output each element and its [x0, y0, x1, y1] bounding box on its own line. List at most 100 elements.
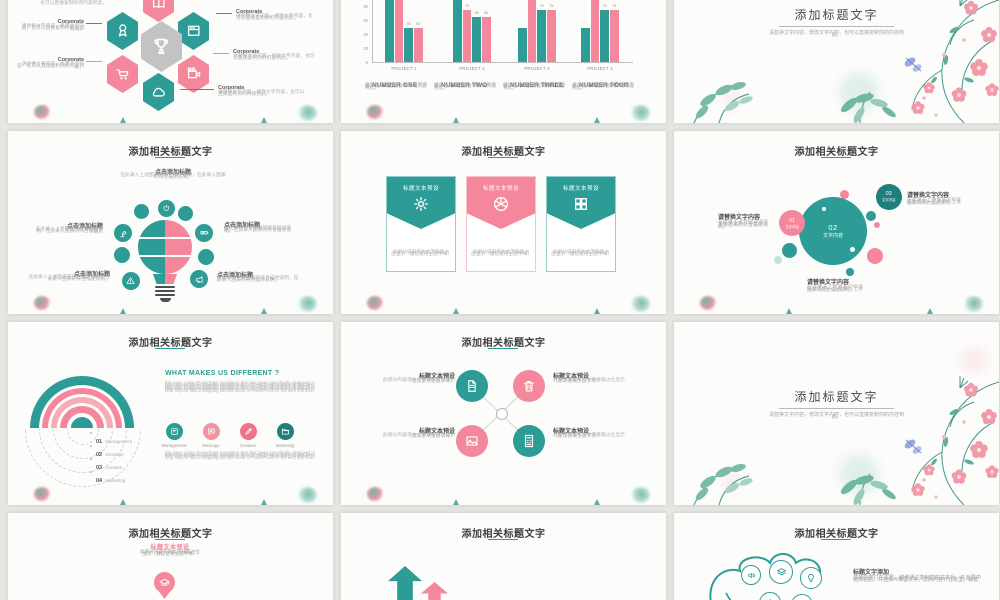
feature-name: Message [202, 443, 220, 448]
item-number: 03 [503, 83, 509, 88]
click-add-title: 点击添加标题 [73, 272, 110, 278]
bar-value-label: 75 [464, 4, 470, 9]
connector-line [86, 23, 102, 24]
replace-title: 请替换文字内容 [907, 193, 950, 199]
connector-line [213, 53, 229, 54]
x-category-label: PROJECT 1 [391, 65, 417, 71]
watercolor-splash [34, 105, 50, 119]
slide-location-pin[interactable]: 添加相关标题文字 标题文本预设 此部分内容作为文字排版占位显示（建议使用主题字体） [8, 513, 333, 600]
speaker-icon [747, 571, 756, 580]
filler-circle [134, 204, 150, 220]
leaf-tip [453, 499, 459, 505]
bubble-label: 文字内容 [881, 198, 896, 203]
pennant-icon-wrap [493, 196, 509, 212]
slide-connected-circles[interactable]: 添加相关标题文字 标题文字添加 您的内容打在这里，或者通过复制您的文本后，在此框中选… [674, 513, 999, 600]
filler-circle [197, 248, 214, 265]
leaf-tip [453, 117, 459, 123]
y-tick-label: 0 [365, 59, 368, 65]
replace-desc: 在此录入上述图表的综合描述说明，在此录入上述图表的综合描述说明。 [907, 197, 961, 206]
pennant-banner: 标题文本预设 [547, 177, 615, 229]
decorative-bubble [846, 268, 854, 276]
chart-item-desc: 请替换文字内容，修改文字内容，也可以直接复制你的内容到此。 [503, 81, 565, 90]
title-underline [155, 538, 185, 540]
slide-cross-diagram[interactable]: 添加相关标题文字 标题文本预设 此部分内容作为文字排版占位显示（建议使用主题字体）标… [341, 322, 666, 505]
slide-bubble-diagram[interactable]: 添加相关标题文字 02 文字内容 01 文字内容 03 文字内容 请替换文字内容 在此录入上述图… [674, 131, 999, 314]
bar [609, 10, 619, 62]
section-subtitle: 请替换文字内容，修改文字内容，也可以直接复制你的内容到此。 [768, 30, 904, 38]
slide-bar-chart[interactable]: 0204060801009090755065757550657575PROJEC… [341, 0, 666, 123]
replace-title: 请替换文字内容 [718, 215, 761, 221]
floral-decoration [674, 322, 999, 505]
slide-pennant-cards[interactable]: 添加相关标题文字 标题文本预设 此部分内容作为文字排版占位显示（建议使用主题字体）标… [341, 131, 666, 314]
chart-item-header: 02 NUMBER TWO [434, 74, 497, 92]
slide-arrows[interactable]: 添加相关标题文字 [341, 513, 666, 600]
leaf-tip [120, 499, 126, 505]
rainbow-ring [71, 417, 93, 428]
pennant-title: 标题文本预设 [482, 186, 519, 192]
pennant-banner: 标题文本预设 [467, 177, 535, 229]
legend-item: 01 Management [96, 430, 166, 448]
watercolor-splash [367, 296, 383, 310]
pennant-title: 标题文本预设 [402, 186, 439, 192]
pennant-title: 标题文本预设 [562, 186, 599, 192]
section-title: 添加标题文字 [794, 390, 879, 404]
leaf-tip [594, 117, 600, 123]
feature-circle [239, 423, 257, 440]
leaf-tip [120, 308, 126, 314]
decorative-bubble [874, 222, 880, 228]
slide-honeycomb-diagram[interactable]: Corporate 请替换文字内容，修改文字内容，也可以直接复制你的内容到此。 Co… [8, 0, 333, 123]
leaf-tip [594, 499, 600, 505]
click-add-desc: 在此录入上述图表的综合描述说明，在此录入图表的综合描述说明。 [28, 275, 110, 282]
pennant-desc: 此部分内容作为文字排版占位显示（建议使用主题字体） [391, 249, 452, 256]
chart-item-desc: 请替换文字内容，修改文字内容，也可以直接复制你的内容到此。 [434, 81, 496, 90]
legend-name: Creative [105, 465, 123, 470]
pennant-banner: 标题文本预设 [387, 177, 455, 229]
bar [600, 10, 609, 62]
legend-number: 03 [96, 465, 103, 471]
decorative-bubble [849, 246, 855, 252]
click-add-title: 点击添加标题 [154, 170, 191, 176]
map-pin-tail [158, 591, 171, 599]
hex-cart [107, 55, 138, 93]
watercolor-splash [298, 105, 317, 121]
trophy-icon [151, 36, 172, 57]
slide-section-title-2[interactable]: 添加标题文字 请替换文字内容，修改文字内容，也可以直接复制你的内容到此。 [674, 322, 999, 505]
hex-trophy [141, 21, 182, 72]
title-underline [821, 538, 851, 540]
decorative-bubble [781, 242, 797, 258]
battery-icon [200, 228, 209, 237]
click-add-title: 点击添加标题 [224, 223, 261, 229]
bubble-label: 文字内容 [822, 233, 843, 239]
watercolor-splash [34, 487, 50, 501]
up-arrow-teal [388, 566, 422, 600]
feature-name: Creative [239, 443, 256, 448]
feature-circle [276, 423, 294, 440]
connector-line [216, 13, 232, 14]
bubble-label: 文字内容 [785, 224, 799, 229]
preset-desc: 此部分内容作为文字排版占位显示（建议使用主题字体） [553, 432, 625, 440]
corporate-desc: 请替换文字内容，修改文字内容，也可以直接复制你的内容到此。 [218, 90, 305, 97]
bar-value-label: 75 [539, 4, 544, 9]
title-underline [488, 347, 518, 349]
lamp-circle [114, 224, 133, 243]
slide-title: 添加相关标题文字 [794, 147, 879, 158]
legend-item: 03 Creative [96, 456, 166, 474]
preset-title: 标题文本预设 [418, 374, 455, 380]
slide-lightbulb-diagram[interactable]: 添加相关标题文字 点击添加标题 在此录入上述图表的综合描述说明，在此录入图表的综合描… [8, 131, 333, 314]
preset-title: 标题文本预设 [150, 545, 190, 551]
aperture-icon [493, 196, 509, 212]
slide-rainbow-infographic[interactable]: 添加相关标题文字 01 Management 02 Message 03 Creative 0… [8, 322, 333, 505]
pennant-desc: 此部分内容作为文字排版占位显示（建议使用主题字体） [551, 249, 612, 256]
bulb-neck [153, 274, 177, 284]
hex-browser [178, 12, 209, 50]
chat-icon [207, 427, 216, 436]
bar [413, 27, 423, 62]
calc-icon [522, 434, 536, 448]
decorative-bubble [822, 207, 826, 211]
x-category-label: PROJECT 3 [524, 65, 550, 71]
click-add-desc: 在此录入上述图表的综合描述说明，在此录入图表的综合描述说明。 [217, 276, 299, 283]
slide-section-title-1[interactable]: 添加标题文字请替换文字内容，修改文字内容，也可以直接复制你的内容到此。 [674, 0, 999, 123]
connector-line [86, 61, 102, 62]
section-title: 添加标题文字 [794, 8, 879, 22]
leaf-tip [927, 308, 933, 314]
